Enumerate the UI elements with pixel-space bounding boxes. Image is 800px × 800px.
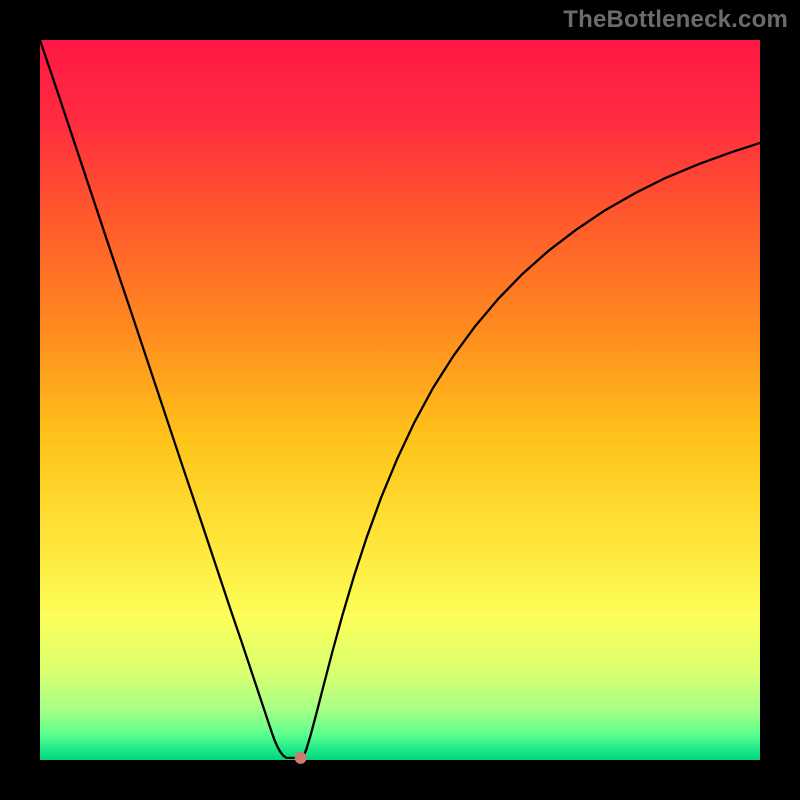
bottleneck-chart [40,40,760,760]
optimum-marker [295,752,307,764]
watermark-text: TheBottleneck.com [563,6,788,34]
chart-frame: TheBottleneck.com [0,0,800,800]
bottleneck-curve [40,40,760,758]
